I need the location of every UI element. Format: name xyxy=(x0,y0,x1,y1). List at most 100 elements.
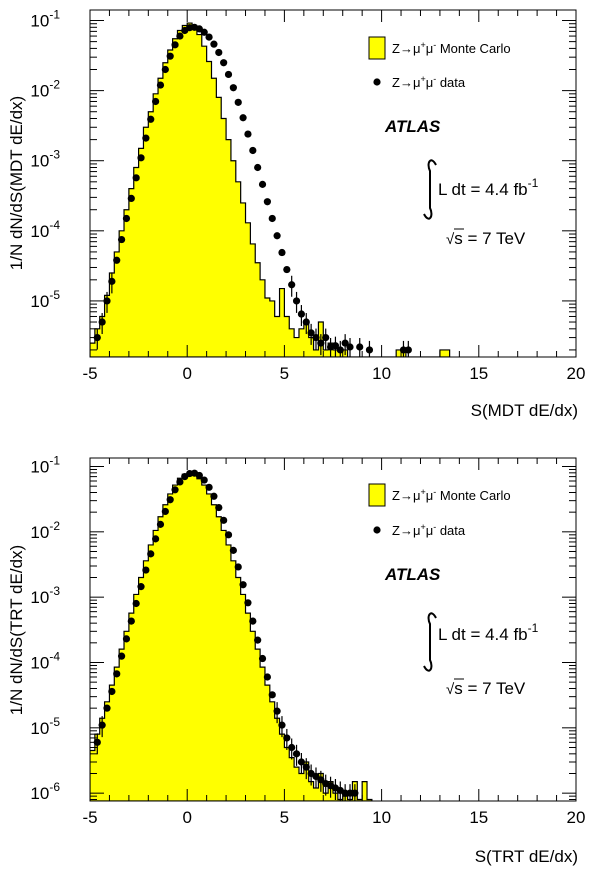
data-points xyxy=(93,469,359,801)
data-point xyxy=(142,134,150,142)
data-point xyxy=(127,194,135,203)
y-tick-label: 10-2 xyxy=(30,78,60,101)
data-point xyxy=(117,652,126,660)
x-axis-label: S(MDT dE/dx) xyxy=(471,401,578,420)
y-tick-base: 10 xyxy=(30,152,49,171)
data-point xyxy=(220,516,228,524)
data-point xyxy=(297,758,306,766)
data-point xyxy=(147,550,155,558)
data-point xyxy=(288,743,296,752)
legend-text-part: Z→μ xyxy=(392,523,420,538)
legend-text-part: Z→μ xyxy=(392,41,420,56)
data-point xyxy=(244,599,252,607)
data-point xyxy=(103,297,111,305)
legend-swatch-data xyxy=(373,526,381,534)
data-point xyxy=(302,763,310,771)
data-point xyxy=(210,492,218,500)
atlas-label: ATLAS xyxy=(384,117,441,136)
data-point xyxy=(258,180,267,188)
data-point xyxy=(176,32,184,40)
legend-sup: + xyxy=(420,40,425,50)
data-point xyxy=(205,33,213,41)
data-point xyxy=(297,310,306,318)
data-point xyxy=(137,583,145,591)
data-point xyxy=(171,486,179,494)
mc-histogram xyxy=(90,22,451,357)
y-tick-base: 10 xyxy=(30,292,49,311)
legend-sup: - xyxy=(433,40,436,50)
data-point xyxy=(210,40,218,48)
data-point xyxy=(200,476,208,484)
y-tick-exponent: -4 xyxy=(49,218,60,232)
luminosity-label: L dt = 4.4 fb-1 xyxy=(438,176,539,199)
data-point xyxy=(229,84,237,92)
legend-swatch-mc xyxy=(368,483,386,507)
y-tick-base: 10 xyxy=(30,719,49,738)
y-tick-exponent: -2 xyxy=(49,519,60,533)
data-point xyxy=(220,59,228,67)
data-point xyxy=(117,235,126,244)
y-tick-label: 10-6 xyxy=(30,780,60,803)
data-point xyxy=(258,654,267,663)
luminosity-text: L dt = 4.4 fb xyxy=(438,180,528,199)
legend-sup: + xyxy=(420,522,425,532)
data-point xyxy=(195,471,203,480)
integral-sign-icon xyxy=(423,612,437,672)
legend-label: Z→μ+μ- Monte Carlo xyxy=(392,487,511,503)
data-point xyxy=(239,581,247,589)
data-point xyxy=(356,343,364,351)
data-point xyxy=(254,163,262,172)
legend-text-part: Monte Carlo xyxy=(436,488,510,503)
data-point xyxy=(161,65,169,74)
y-tick-exponent: -3 xyxy=(49,584,60,598)
legend-text-part: Monte Carlo xyxy=(436,41,510,56)
data-points xyxy=(93,23,412,357)
data-point xyxy=(176,478,184,486)
y-tick-base: 10 xyxy=(30,588,49,607)
data-point xyxy=(249,617,257,625)
x-tick-label: 10 xyxy=(372,364,391,383)
sqrt-sign: √ xyxy=(446,681,455,698)
data-point xyxy=(331,342,340,350)
data-point xyxy=(93,738,101,746)
data-point xyxy=(171,41,179,49)
data-point xyxy=(283,734,291,742)
mc-histogram xyxy=(90,472,373,801)
data-point xyxy=(283,265,291,274)
y-tick-exponent: -2 xyxy=(49,78,60,92)
data-point xyxy=(122,635,131,643)
data-point xyxy=(351,789,359,797)
legend-label: Z→μ+μ- data xyxy=(392,522,466,538)
legend-sup: - xyxy=(433,74,436,84)
legend-swatch-mc xyxy=(368,36,386,60)
data-point xyxy=(113,670,121,678)
data-point xyxy=(98,318,106,326)
data-point xyxy=(268,214,276,223)
data-point xyxy=(166,52,174,60)
data-point xyxy=(152,535,160,543)
legend-label: Z→μ+μ- data xyxy=(392,74,466,90)
energy-text: = 7 TeV xyxy=(463,679,526,698)
data-point xyxy=(93,333,101,342)
data-point xyxy=(278,721,286,729)
y-axis-label: 1/N dN/dS(TRT dE/dx) xyxy=(7,545,26,715)
data-point xyxy=(229,546,237,554)
legend-text-part: Z→μ xyxy=(392,75,420,90)
y-tick-exponent: -4 xyxy=(49,649,60,663)
x-tick-label: -5 xyxy=(82,808,97,827)
data-point xyxy=(273,707,281,715)
y-tick-exponent: -1 xyxy=(49,8,60,22)
x-tick-label: 15 xyxy=(469,364,488,383)
data-point xyxy=(234,563,242,571)
x-tick-label: 20 xyxy=(567,808,586,827)
data-point xyxy=(152,97,160,106)
y-tick-label: 10-5 xyxy=(30,715,60,738)
luminosity-text: L dt = 4.4 fb xyxy=(438,625,528,644)
data-point xyxy=(215,503,223,512)
y-tick-exponent: -5 xyxy=(49,715,60,729)
data-point xyxy=(108,277,116,285)
data-point xyxy=(263,673,271,681)
data-point xyxy=(273,232,281,240)
